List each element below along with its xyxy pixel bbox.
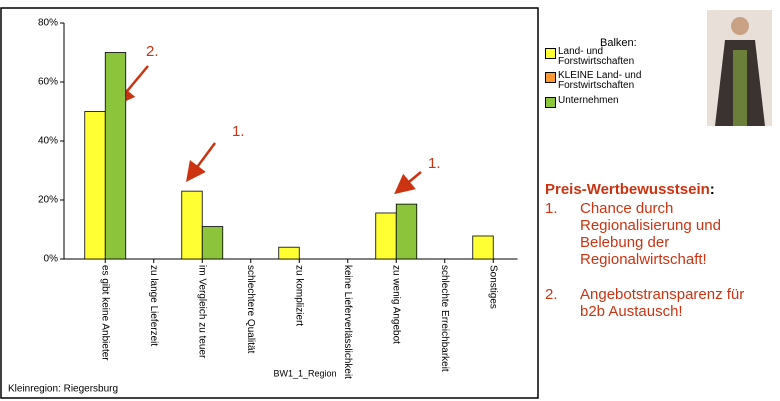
- legend-swatch: [545, 48, 556, 59]
- legend-item: Unternehmen: [545, 96, 678, 108]
- photo: [707, 10, 772, 126]
- y-tick-label: 40%: [38, 136, 58, 147]
- bar: [395, 203, 418, 260]
- y-tick-label: 80%: [38, 18, 58, 29]
- x-axis-label: BW1_1_Region: [273, 368, 336, 378]
- y-tick-label: 0%: [44, 254, 59, 265]
- arrow: [186, 142, 217, 183]
- legend-swatch: [545, 97, 556, 108]
- x-tick-label: es gibt keine Anbieter: [100, 265, 111, 361]
- legend-item: KLEINE Land- und Forstwirtschaften: [545, 71, 678, 91]
- list-item: 2. Angebotstransparenz für b2b Austausch!: [545, 286, 775, 320]
- legend-label: Unternehmen: [558, 95, 619, 106]
- arrow: [394, 171, 422, 195]
- bar: [278, 246, 300, 260]
- x-tick-label: schlechte Erreichbarkeit: [439, 265, 450, 372]
- legend-swatch: [545, 72, 556, 83]
- bar: [104, 52, 127, 260]
- heading-suffix: :: [709, 181, 715, 198]
- list-item: 1. Chance durch Regionalisierung und Bele…: [545, 200, 775, 268]
- item-text: Chance durch Regionalisierung und Belebu…: [580, 200, 721, 268]
- bar: [84, 111, 106, 260]
- legend-item: Land- und Forstwirtschaften: [545, 47, 678, 67]
- bar: [472, 235, 494, 260]
- chart-frame: [0, 7, 539, 399]
- y-tick-label: 60%: [38, 77, 58, 88]
- legend-label: Land- und Forstwirtschaften: [558, 46, 635, 67]
- bar: [375, 212, 397, 260]
- annotation: 1.: [232, 123, 245, 140]
- annotation: 2.: [146, 43, 159, 60]
- heading: Preis-Wertbewusstsein: [545, 181, 710, 198]
- bar: [201, 226, 224, 260]
- x-tick-label: zu lange Lieferzeit: [148, 265, 159, 346]
- footer: Kleinregion: Riegersburg: [8, 384, 118, 395]
- y-tick-label: 20%: [38, 195, 58, 206]
- text-panel: Preis-Wertbewusstsein: 1. Chance durch Re…: [545, 181, 775, 320]
- x-tick-label: im Vergleich zu teuer: [197, 265, 208, 359]
- x-tick-label: zu kompliziert: [294, 265, 305, 326]
- x-tick-label: Sonstiges: [488, 265, 499, 309]
- bar: [181, 190, 203, 260]
- legend-title: Balken:: [600, 37, 637, 49]
- item-number: 1.: [545, 200, 558, 217]
- x-tick-label: zu wenig Angebot: [391, 265, 402, 344]
- item-number: 2.: [545, 286, 558, 303]
- annotation: 1.: [428, 155, 441, 172]
- item-text: Angebotstransparenz für b2b Austausch!: [580, 286, 745, 320]
- legend-label: KLEINE Land- und Forstwirtschaften: [558, 70, 642, 91]
- x-tick-label: keine Lieferverlässlichkeit: [342, 265, 353, 379]
- x-tick-label: schlechtere Qualität: [245, 265, 256, 354]
